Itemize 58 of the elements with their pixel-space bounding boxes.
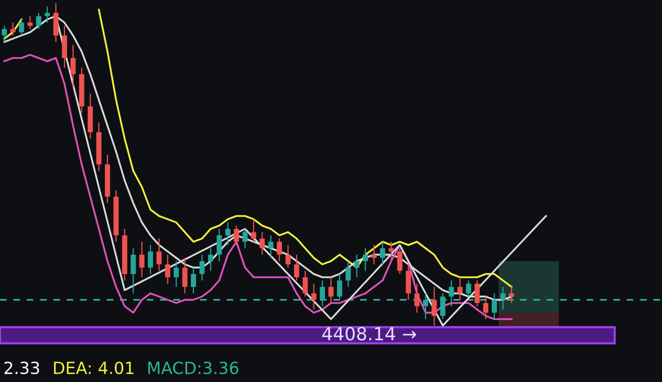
candlestick <box>225 222 230 246</box>
band-label: 4408.14 → <box>322 326 416 340</box>
candlestick <box>432 286 437 326</box>
candlestick <box>156 238 162 272</box>
candlestick <box>311 283 316 310</box>
candlestick <box>2 25 7 42</box>
candlestick <box>362 248 368 272</box>
candlestick <box>371 244 377 265</box>
candlestick <box>53 2 58 42</box>
text: MACD:3.36 <box>148 362 238 374</box>
candlestick <box>36 12 42 30</box>
candlestick <box>500 286 506 310</box>
candlestick <box>28 16 33 30</box>
candlestick <box>302 270 308 298</box>
candlestick <box>70 44 76 88</box>
candlestick <box>320 280 325 307</box>
candlestick <box>337 273 342 300</box>
candlestick <box>328 276 334 304</box>
candlestick <box>483 296 488 320</box>
candlestick <box>199 254 205 282</box>
candlestick <box>174 260 179 288</box>
candlestick <box>44 6 50 24</box>
candlestick <box>474 280 480 307</box>
candlestick <box>380 241 386 265</box>
candlestick <box>294 254 300 282</box>
candlestick <box>208 248 214 272</box>
candlestick <box>397 248 402 275</box>
candlestick <box>346 260 351 288</box>
candlestick <box>406 264 411 300</box>
candlestick <box>268 234 274 258</box>
candlestick <box>130 248 136 294</box>
candlestick <box>148 244 154 275</box>
candlestick <box>190 267 196 294</box>
candlestick <box>422 292 428 320</box>
candlestick <box>492 292 497 320</box>
candlestick <box>276 238 282 262</box>
candlestick <box>182 257 188 294</box>
candlestick <box>466 280 472 298</box>
candlestick <box>62 25 68 68</box>
candlestick <box>234 225 240 246</box>
candlestick <box>440 292 446 320</box>
candlestick <box>457 276 463 300</box>
candlestick <box>388 241 394 262</box>
text: DEA: 4.01 <box>54 362 134 374</box>
candlestick <box>216 228 222 262</box>
candlestick <box>10 22 16 36</box>
candlestick <box>139 241 144 278</box>
candlestick <box>285 244 291 268</box>
candlestick <box>414 283 420 314</box>
candlestick <box>448 280 454 307</box>
candlestick <box>508 286 514 304</box>
candlestick <box>251 218 256 242</box>
candlestick <box>18 18 24 36</box>
candlestick <box>354 254 360 278</box>
candlestick <box>260 232 265 256</box>
candlestick <box>165 254 170 284</box>
text: 2.33 <box>4 362 40 374</box>
candlestick <box>242 228 248 249</box>
